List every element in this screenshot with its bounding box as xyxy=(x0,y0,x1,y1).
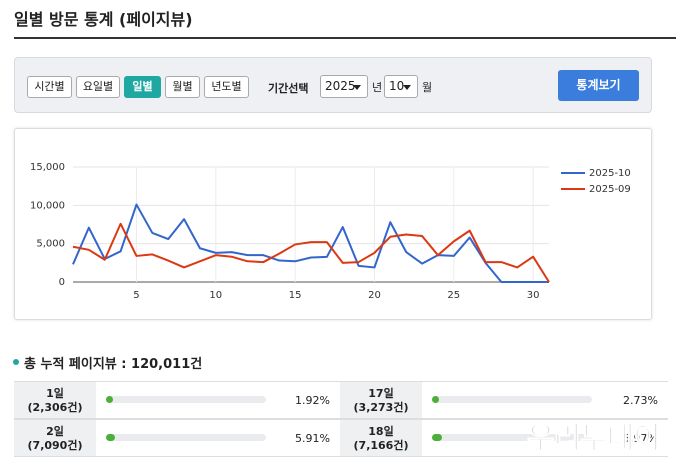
progress-track xyxy=(432,396,592,403)
y-tick-label: 10,000 xyxy=(30,200,65,211)
bar-cell: 1.92% xyxy=(96,381,340,419)
line-chart: 0 5,000 10,000 15,000 5 10 15 20 25 30 2025-10 2025… xyxy=(30,162,631,301)
progress-track xyxy=(106,396,266,403)
chart-panel: 0 5,000 10,000 15,000 5 10 15 20 25 30 2025-10 2025… xyxy=(14,128,652,320)
summary: 총 누적 페이지뷰 : 120,011건 xyxy=(24,357,203,372)
percent-label: 1.92% xyxy=(295,394,330,407)
month-unit: 월 xyxy=(422,81,433,94)
x-tick-label: 30 xyxy=(527,290,540,301)
submit-button[interactable]: 통계보기 xyxy=(558,70,639,101)
percent-label: 2.73% xyxy=(623,394,658,407)
day-label: 17일 xyxy=(368,387,394,400)
percent-label: 5.91% xyxy=(295,432,330,445)
tab-button[interactable]: 요일별 xyxy=(76,76,120,98)
legend-label: 2025-09 xyxy=(589,184,631,195)
y-tick-label: 5,000 xyxy=(36,239,65,250)
day-cell: 17일 (3,273건) xyxy=(340,381,422,419)
month-select[interactable]: 10 xyxy=(384,75,418,98)
day-cell: 1일 (2,306건) xyxy=(14,381,96,419)
page-title: 일별 방문 통계 (페이지뷰) xyxy=(14,10,193,29)
tab-button[interactable]: 시간별 xyxy=(27,76,72,98)
x-tick-label: 5 xyxy=(133,290,139,301)
bar-cell: 5.97% xyxy=(422,419,668,457)
period-label: 기간선택 xyxy=(268,82,309,95)
day-cell: 2일 (7,090건) xyxy=(14,419,96,457)
bar-cell: 5.91% xyxy=(96,419,340,457)
year-select[interactable]: 2025 xyxy=(320,75,368,98)
day-count: (2,306건) xyxy=(27,401,83,414)
series-line xyxy=(72,222,550,283)
progress-fill xyxy=(106,396,113,403)
tab-button[interactable]: 년도별 xyxy=(204,76,249,98)
title-rule xyxy=(14,37,676,39)
x-tick-label: 25 xyxy=(447,290,460,301)
tab-button[interactable]: 월별 xyxy=(165,76,200,98)
legend-label: 2025-10 xyxy=(589,168,631,179)
day-count: (7,090건) xyxy=(27,439,83,452)
day-label: 2일 xyxy=(46,425,64,438)
day-count: (3,273건) xyxy=(353,401,409,414)
x-tick-label: 10 xyxy=(209,290,222,301)
progress-fill xyxy=(432,396,439,403)
y-tick-label: 15,000 xyxy=(30,162,65,173)
year-unit: 년 xyxy=(372,81,383,94)
y-tick-label: 0 xyxy=(59,277,65,288)
x-tick-label: 15 xyxy=(289,290,302,301)
progress-fill xyxy=(432,434,442,441)
percent-label: 5.97% xyxy=(623,432,658,445)
series-line xyxy=(72,203,549,283)
progress-track xyxy=(106,434,266,441)
day-label: 1일 xyxy=(46,387,64,400)
x-tick-label: 20 xyxy=(368,290,381,301)
tab-button[interactable]: 일별 xyxy=(124,76,161,98)
filter-bar: 기간선택 2025 년 10 월 통계보기 시간별 요일별 일별 월별 년도별 xyxy=(14,57,652,113)
bar-cell: 2.73% xyxy=(422,381,668,419)
summary-dot xyxy=(13,359,19,365)
progress-track xyxy=(432,434,592,441)
day-count: (7,166건) xyxy=(353,439,409,452)
progress-fill xyxy=(106,434,116,441)
day-label: 18일 xyxy=(368,425,394,438)
watermark: 우리투데이 xyxy=(527,421,662,457)
day-cell: 18일 (7,166건) xyxy=(340,419,422,457)
